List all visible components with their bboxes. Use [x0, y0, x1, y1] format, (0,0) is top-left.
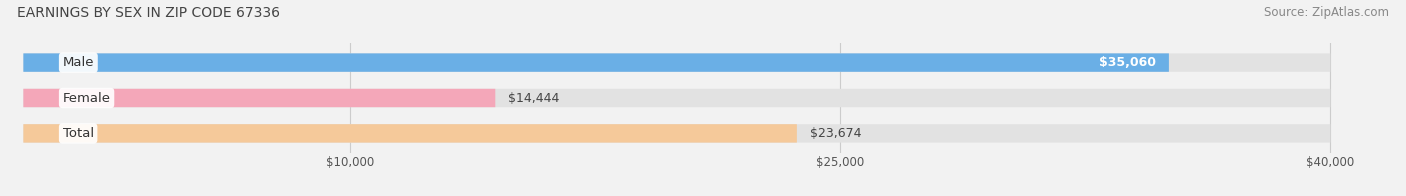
FancyBboxPatch shape	[24, 89, 495, 107]
Text: $23,674: $23,674	[810, 127, 862, 140]
Text: Total: Total	[63, 127, 94, 140]
Text: Female: Female	[63, 92, 111, 104]
FancyBboxPatch shape	[24, 124, 797, 143]
Text: $14,444: $14,444	[509, 92, 560, 104]
Text: $35,060: $35,060	[1099, 56, 1156, 69]
FancyBboxPatch shape	[24, 89, 1330, 107]
Text: Source: ZipAtlas.com: Source: ZipAtlas.com	[1264, 6, 1389, 19]
Text: Male: Male	[63, 56, 94, 69]
FancyBboxPatch shape	[24, 124, 1330, 143]
FancyBboxPatch shape	[24, 53, 1330, 72]
FancyBboxPatch shape	[24, 53, 1168, 72]
Text: EARNINGS BY SEX IN ZIP CODE 67336: EARNINGS BY SEX IN ZIP CODE 67336	[17, 6, 280, 20]
